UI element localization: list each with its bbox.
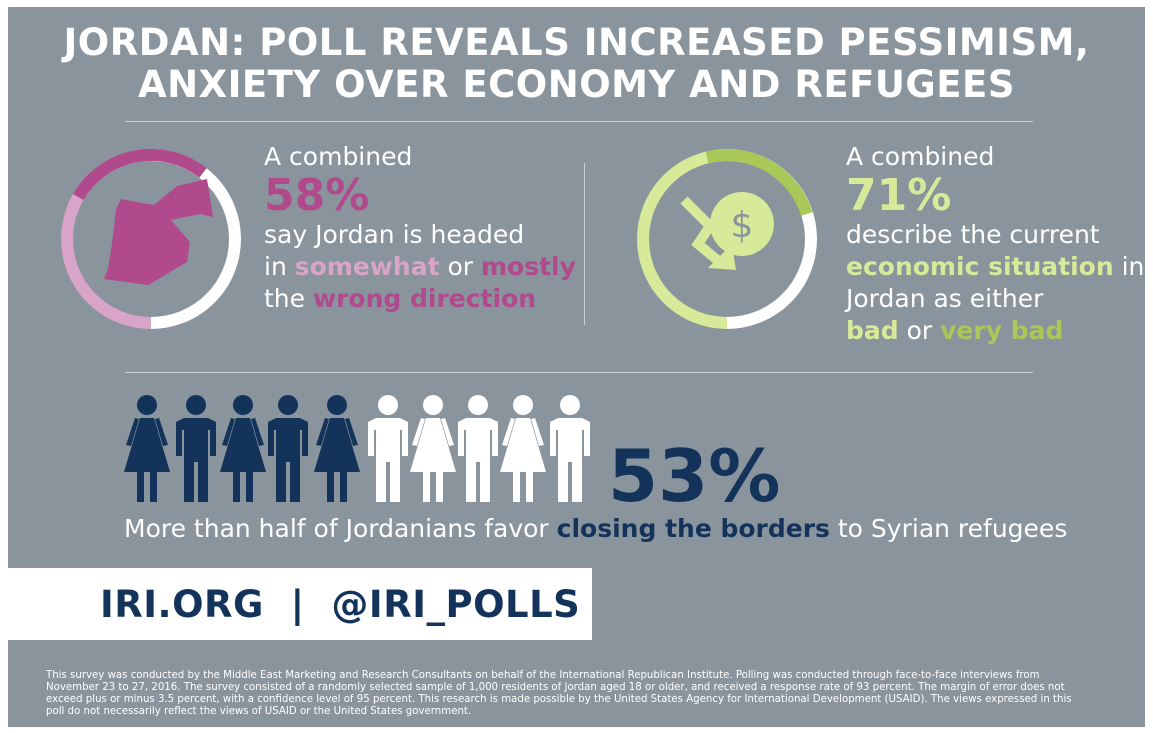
economy-lead: A combined <box>846 142 995 171</box>
direction-line-3-prefix: the <box>264 284 313 313</box>
top-divider <box>125 121 1033 122</box>
direction-or: or <box>439 252 481 281</box>
jordan-map-icon <box>104 179 213 285</box>
person-woman-icon <box>410 395 456 502</box>
economy-or: or <box>898 316 941 345</box>
economy-line-1: describe the current <box>846 220 1100 249</box>
wrong-direction-label: wrong direction <box>312 284 537 313</box>
somewhat-label: somewhat <box>294 252 440 281</box>
economy-line-2: economic situation in <box>846 251 1144 283</box>
brand-box <box>8 568 592 640</box>
direction-line-2: in somewhat or mostly <box>264 251 576 283</box>
donut-lime-arc <box>705 149 813 216</box>
people-row <box>124 395 590 502</box>
title-line-1: JORDAN: POLL REVEALS INCREASED PESSIMISM… <box>63 21 1090 64</box>
refugees-suffix: to Syrian refugees <box>829 514 1068 543</box>
economy-line-4: bad or very bad <box>846 315 1144 347</box>
direction-line-1: say Jordan is headed <box>264 220 525 249</box>
person-man-icon <box>368 395 408 502</box>
refugees-prefix: More than half of Jordanians favor <box>124 514 557 543</box>
methodology-footnote: This survey was conducted by the Middle … <box>46 670 1072 717</box>
person-man-icon <box>458 395 498 502</box>
center-divider <box>584 163 585 325</box>
person-woman-icon <box>314 395 360 502</box>
person-man-icon <box>176 395 216 502</box>
middle-divider <box>125 372 1033 373</box>
economic-situation-label: economic situation <box>846 252 1114 281</box>
refugees-percent: 53% <box>608 434 781 518</box>
economy-in: in <box>1113 252 1145 281</box>
title-line-2: ANXIETY OVER ECONOMY AND REFUGEES <box>138 63 1015 106</box>
mostly-label: mostly <box>481 252 576 281</box>
direction-lead: A combined <box>264 142 413 171</box>
donut-green-arc <box>637 149 728 329</box>
svg-text:$: $ <box>731 205 754 246</box>
direction-line-2-prefix: in <box>264 252 295 281</box>
refugees-statement: More than half of Jordanians favor closi… <box>124 512 1067 546</box>
person-woman-icon <box>124 395 170 502</box>
person-woman-icon <box>220 395 266 502</box>
person-man-icon <box>550 395 590 502</box>
closing-the-borders-label: closing the borders <box>556 514 830 543</box>
very-bad-label: very bad <box>940 316 1064 345</box>
economy-stat: A combined 71% describe the current econ… <box>846 141 1144 347</box>
dollar-decline-icon: $ <box>680 192 774 270</box>
direction-donut <box>61 148 241 329</box>
brand-link[interactable]: IRI.ORG | @IRI_POLLS <box>100 583 581 626</box>
person-woman-icon <box>500 395 546 502</box>
bad-label: bad <box>846 316 899 345</box>
page-title: JORDAN: POLL REVEALS INCREASED PESSIMISM… <box>8 22 1145 106</box>
economy-line-3: Jordan as either <box>846 284 1044 313</box>
direction-percent: 58% <box>264 170 370 221</box>
person-man-icon <box>268 395 308 502</box>
donut-pink-arc <box>73 148 207 201</box>
direction-line-3: the wrong direction <box>264 283 576 315</box>
economy-donut: $ <box>637 149 817 329</box>
direction-stat: A combined 58% say Jordan is headed in s… <box>264 141 576 315</box>
economy-percent: 71% <box>846 170 952 221</box>
